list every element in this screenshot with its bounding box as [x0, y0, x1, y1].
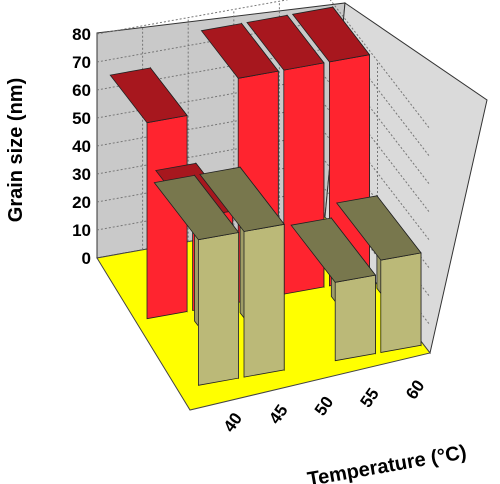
y-tick-label: 80: [72, 25, 91, 44]
y-tick-label: 60: [72, 81, 91, 100]
x-tick-label: 55: [356, 385, 382, 411]
bars: [109, 5, 422, 386]
x-axis-title: Temperature (°C): [306, 441, 468, 484]
bar: [199, 166, 285, 378]
x-tick-label: 60: [402, 376, 428, 402]
y-axis-title: Grain size (nm): [5, 78, 27, 222]
y-tick-label: 0: [82, 249, 91, 268]
bar: [153, 174, 240, 386]
y-tick-label: 70: [72, 53, 91, 72]
x-tick-label: 40: [220, 409, 246, 435]
y-tick-label: 20: [72, 193, 91, 212]
y-tick-label: 40: [72, 137, 91, 156]
y-tick-labels: 0 10 20 30 40 50 60 70 80: [72, 25, 91, 268]
y-tick-label: 30: [72, 165, 91, 184]
x-tick-label: 45: [265, 401, 291, 427]
x-tick-label: 50: [311, 393, 337, 419]
bar: [109, 66, 188, 320]
bar: [290, 216, 377, 362]
y-tick-label: 10: [72, 221, 91, 240]
gridline: [329, 0, 431, 130]
y-tick-label: 50: [72, 109, 91, 128]
bar: [335, 194, 422, 353]
